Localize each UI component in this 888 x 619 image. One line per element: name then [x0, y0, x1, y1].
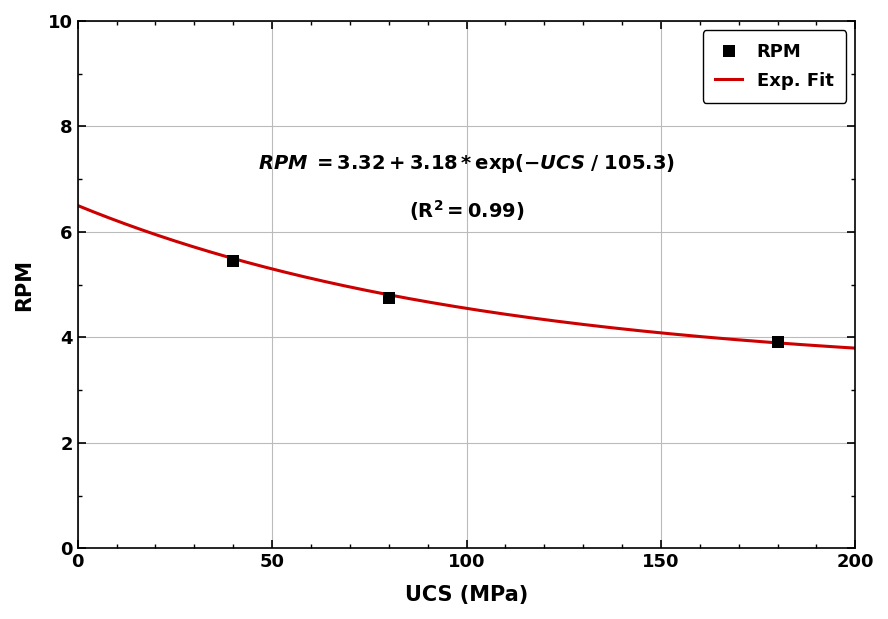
Exp. Fit — [850, 344, 860, 352]
Line: Exp. Fit: Exp. Fit — [77, 206, 855, 348]
Text: $\bfit{RPM}\ \mathbf{= 3.32 + 3.18 * exp(-}\bfit{UCS}\mathbf{\ / \ 105.3)}$: $\bfit{RPM}\ \mathbf{= 3.32 + 3.18 * exp… — [258, 152, 675, 175]
RPM — [382, 293, 396, 303]
Legend: RPM, Exp. Fit: RPM, Exp. Fit — [702, 30, 846, 103]
Exp. Fit — [387, 292, 398, 299]
Exp. Fit — [607, 324, 617, 331]
Exp. Fit — [693, 332, 703, 340]
Exp. Fit — [72, 202, 83, 209]
X-axis label: UCS (MPa): UCS (MPa) — [405, 585, 528, 605]
Y-axis label: RPM: RPM — [14, 259, 34, 311]
Exp. Fit — [678, 331, 689, 339]
RPM — [226, 256, 241, 266]
Exp. Fit — [415, 297, 425, 305]
Exp. Fit — [152, 232, 163, 239]
RPM — [771, 337, 785, 347]
Text: $\mathbf{(R^2 = 0.99)}$: $\mathbf{(R^2 = 0.99)}$ — [408, 198, 524, 223]
